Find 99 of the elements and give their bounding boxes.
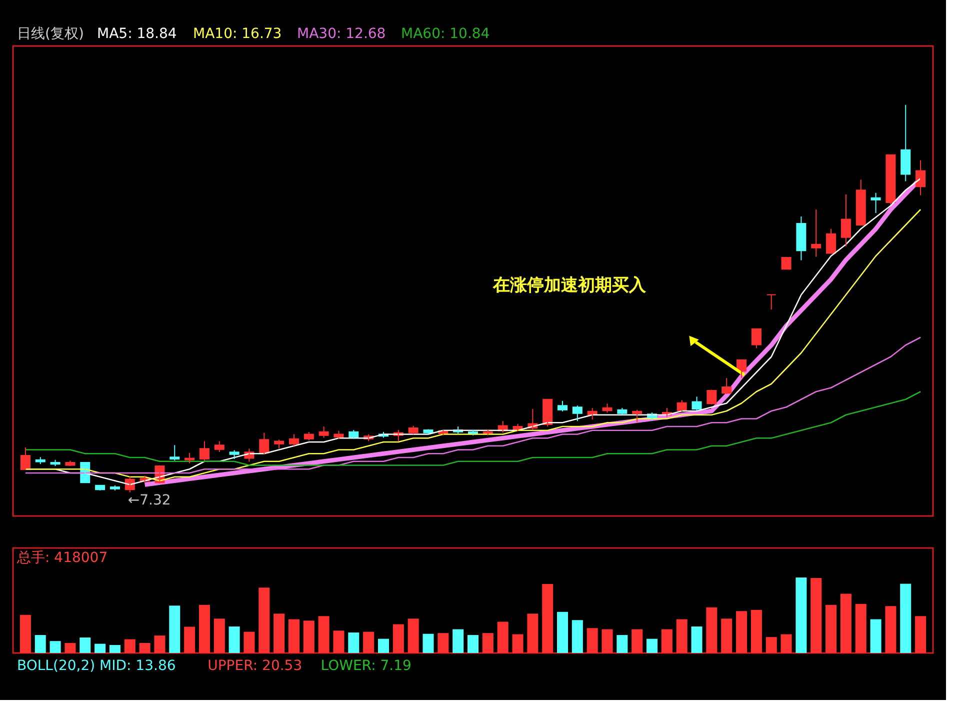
bar [632, 629, 643, 653]
bar [303, 620, 314, 653]
bar [826, 604, 837, 653]
bar [542, 584, 554, 653]
bar [94, 644, 106, 653]
bar [184, 626, 196, 653]
bar [736, 611, 748, 653]
bar [392, 624, 404, 653]
candlestick [50, 459, 60, 467]
text: MA60: 10.84 [401, 26, 490, 42]
bar [855, 604, 866, 653]
bar [139, 643, 150, 653]
bar [109, 644, 120, 653]
bar [198, 604, 210, 653]
candlestick [334, 430, 344, 440]
candlestick [870, 192, 881, 214]
candlestick [840, 194, 851, 247]
candlestick [572, 405, 582, 422]
text: MA5: 18.84 [97, 26, 177, 42]
bar [512, 634, 524, 653]
candlestick [900, 104, 911, 182]
bar [124, 639, 136, 653]
bar [840, 594, 852, 653]
candlestick [199, 440, 210, 462]
bar [721, 618, 732, 653]
candlestick [318, 426, 329, 438]
candlestick [35, 456, 46, 465]
bar [750, 610, 762, 653]
bar [706, 607, 718, 653]
bar [154, 636, 166, 653]
bar [408, 618, 419, 653]
candlestick [274, 439, 284, 450]
candlestick [288, 434, 299, 446]
bar [602, 629, 613, 653]
bar [915, 616, 926, 653]
bar [50, 641, 61, 653]
bar [900, 584, 912, 653]
candlestick [706, 389, 717, 405]
bar [586, 628, 598, 653]
annotation: ←7.32 [128, 492, 171, 508]
candlestick [766, 294, 776, 310]
bar [274, 614, 285, 653]
candlestick [558, 400, 568, 412]
candlestick [229, 450, 240, 460]
bar [348, 632, 360, 653]
bar [796, 577, 807, 653]
bar [870, 619, 882, 653]
bar [766, 637, 777, 653]
text: 日线(复权) [17, 26, 84, 42]
candlestick [796, 216, 806, 261]
text: MA10: 16.73 [193, 26, 282, 42]
text: UPPER: 20.53 [208, 658, 302, 674]
bar [527, 614, 538, 653]
candlestick [632, 409, 642, 423]
candlestick [856, 179, 866, 226]
bar [378, 638, 389, 653]
candlestick [214, 440, 224, 453]
bar [810, 578, 822, 653]
bar [616, 635, 628, 653]
bar [169, 606, 180, 653]
text: 总手: 418007 [16, 550, 108, 566]
bar [80, 638, 91, 653]
bar [691, 626, 702, 653]
bar [452, 629, 464, 653]
bar [482, 633, 494, 653]
bar [244, 632, 255, 653]
bar [214, 618, 225, 653]
candlestick [110, 484, 120, 491]
bar [572, 620, 583, 653]
candlestick [811, 209, 822, 258]
bar [34, 635, 46, 653]
bar [661, 629, 672, 653]
bar [258, 588, 270, 653]
text: BOLL(20,2) MID: 13.86 [17, 658, 176, 674]
bar [438, 633, 449, 653]
candlestick [781, 257, 792, 270]
bar [885, 606, 896, 653]
bar [20, 614, 31, 653]
text: LOWER: 7.19 [320, 658, 412, 674]
candlestick [184, 452, 195, 464]
bar [64, 643, 76, 653]
bar [363, 632, 374, 653]
bar [497, 622, 508, 653]
candlestick [304, 431, 314, 441]
bar [288, 619, 300, 653]
bar [422, 634, 434, 653]
bar [333, 630, 344, 653]
candlestick [170, 444, 180, 462]
candlestick [692, 396, 702, 412]
bar [468, 635, 478, 653]
text: MA30: 12.68 [297, 26, 386, 42]
annotation: 在涨停加速初期买入 [492, 276, 648, 296]
bar [228, 626, 240, 653]
bar [318, 616, 330, 653]
bar [676, 619, 688, 653]
candlestick [617, 407, 628, 416]
bar [646, 638, 658, 653]
bar [780, 634, 792, 653]
bar [557, 612, 568, 653]
